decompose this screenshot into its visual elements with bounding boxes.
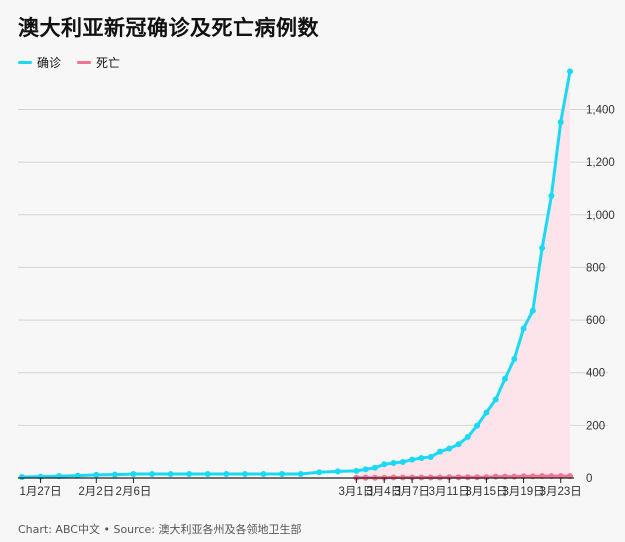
grid-lines (18, 108, 608, 426)
chart-title: 澳大利亚新冠确诊及死亡病例数 (18, 16, 319, 40)
x-tick-label: 3月4日 (366, 486, 402, 498)
confirmed-point (334, 468, 341, 475)
confirmed-point (241, 471, 248, 478)
confirmed-point (186, 471, 193, 478)
confirmed-point (130, 471, 137, 478)
confirmed-point (501, 375, 508, 382)
confirmed-point (381, 461, 388, 468)
confirmed-point (436, 448, 443, 455)
y-axis-ticks: 0 200 400 600 800 1,000 1,200 1,400 (586, 104, 615, 485)
confirmed-point (418, 454, 425, 461)
deaths-point (464, 474, 471, 481)
confirmed-point (260, 471, 267, 478)
confirmed-point (474, 422, 481, 429)
confirmed-point (492, 396, 499, 403)
confirmed-point (529, 307, 536, 314)
confirmed-point (371, 464, 378, 471)
x-tick-label: 3月15日 (465, 486, 507, 498)
y-tick-label: 1,000 (586, 210, 615, 222)
deaths-point (492, 473, 499, 480)
confirmed-point (399, 458, 406, 465)
confirmed-point (548, 192, 555, 199)
y-tick-label: 1,200 (586, 157, 615, 169)
confirmed-point (316, 469, 323, 476)
y-tick-label: 400 (586, 368, 605, 380)
confirmed-point (539, 244, 546, 251)
deaths-point (474, 474, 481, 481)
y-tick-label: 600 (586, 315, 605, 327)
confirmed-area-fill (356, 71, 570, 478)
legend-swatch-confirmed (18, 61, 32, 64)
confirmed-point (204, 471, 211, 478)
confirmed-point (427, 453, 434, 460)
confirmed-point (74, 472, 81, 479)
source-note: Chart: ABC中文 • Source: 澳大利亚各州及各领地卫生部 (18, 523, 302, 536)
series-points (19, 68, 573, 481)
legend-label-confirmed: 确诊 (37, 56, 62, 70)
legend-item-confirmed[interactable]: 确诊 (18, 54, 61, 71)
x-tick-label: 2月2日 (78, 486, 114, 498)
x-tick-label: 3月19日 (502, 486, 544, 498)
confirmed-point (167, 471, 174, 478)
x-tick-label: 1月27日 (19, 486, 61, 498)
confirmed-point (93, 471, 100, 478)
deaths-point (446, 474, 453, 481)
y-tick-label: 1,400 (586, 104, 615, 116)
deaths-point (483, 474, 490, 481)
confirmed-point (455, 441, 462, 448)
confirmed-point (520, 325, 527, 332)
x-tick-label: 3月11日 (429, 486, 470, 498)
confirmed-point (19, 473, 25, 480)
x-tick-label: 3月23日 (540, 486, 582, 498)
deaths-point (455, 474, 462, 481)
y-tick-label: 800 (586, 262, 605, 274)
deaths-point (511, 473, 518, 480)
confirmed-point (567, 68, 573, 75)
confirmed-point (390, 459, 397, 466)
confirmed-area (356, 71, 570, 478)
x-axis: 1月27日 2月2日 2月6日 3月1日3月4日3月7日3月11日3月15日3月19日… (18, 477, 582, 498)
y-tick-label: 200 (586, 420, 605, 432)
confirmed-point (297, 471, 304, 478)
x-tick-label: 3月7日 (394, 486, 430, 498)
confirmed-point (149, 471, 156, 478)
confirmed-point (446, 445, 453, 452)
confirmed-point (353, 467, 360, 474)
confirmed-point (362, 466, 369, 473)
confirmed-point (111, 471, 118, 478)
confirmed-point (557, 119, 564, 126)
legend-item-deaths[interactable]: 死亡 (77, 54, 120, 71)
x-tick-label: 3月1日 (338, 486, 374, 498)
confirmed-line (20, 69, 572, 479)
legend-swatch-deaths (77, 61, 92, 64)
confirmed-point (483, 409, 490, 416)
confirmed-point (511, 356, 518, 363)
legend-label-deaths: 死亡 (96, 56, 121, 70)
confirmed-point (279, 471, 286, 478)
y-tick-label: 0 (586, 473, 592, 485)
chart-legend: 确诊 死亡 (18, 54, 136, 71)
x-tick-label: 2月6日 (116, 486, 152, 498)
confirmed-point (464, 433, 471, 440)
confirmed-point (223, 471, 230, 478)
deaths-point (501, 473, 508, 480)
confirmed-point (409, 456, 416, 463)
